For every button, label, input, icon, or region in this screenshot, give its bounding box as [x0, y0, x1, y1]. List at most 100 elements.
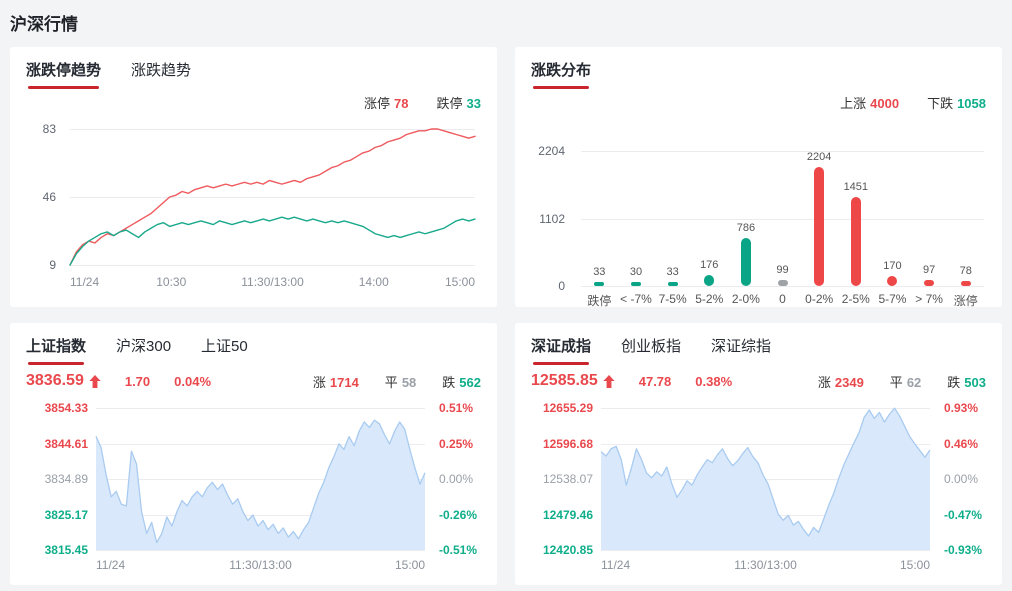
sse-change-pct: 0.04%: [174, 373, 212, 389]
sse-plot-area[interactable]: [96, 408, 425, 551]
tab-label: 涨跌趋势: [131, 62, 192, 79]
x-axis-labels: 11/24 11:30/13:00 15:00: [601, 558, 930, 572]
distribution-legend: 上涨 4000 下跌 1058: [531, 93, 986, 111]
stat-flat: 平 58: [384, 374, 417, 390]
bar-value-label: 33: [666, 266, 679, 278]
bar-value-label: 78: [959, 265, 972, 277]
sse-chart: 3854.33 3844.61 3834.89 3825.17 3815.45 …: [26, 401, 481, 574]
sse-area-series: [96, 408, 425, 550]
szse-tabs: 深证成指 创业板指 深证综指: [531, 335, 986, 365]
dist-bar[interactable]: 33: [581, 151, 618, 286]
active-tab-underline: [533, 362, 590, 365]
limit-trend-lines: [70, 129, 475, 265]
bar-category-label: < -7%: [620, 292, 652, 306]
panel-szse-index: 深证成指 创业板指 深证综指 12585.85 47.78 0.38: [515, 323, 1002, 585]
dist-bar[interactable]: 2204: [801, 151, 838, 286]
panel-title: 涨跌分布: [531, 62, 592, 79]
price-axis-labels: 3854.33 3844.61 3834.89 3825.17 3815.45: [44, 401, 88, 557]
szse-change-pct: 0.38%: [695, 373, 733, 389]
tab-csi300[interactable]: 沪深300: [116, 338, 172, 355]
bar: [960, 281, 971, 286]
szse-quote: 12585.85 47.78 0.38%: [531, 372, 732, 390]
bar-category-label: 0: [779, 292, 786, 306]
limit-down-count: 33: [466, 95, 481, 111]
sse-breadth-stats: 涨 1714 平 58 跌 562: [313, 372, 481, 391]
distribution-plot-area[interactable]: 33 30 33 176 786 99 2204 1451 170 97 78: [581, 151, 984, 287]
y-axis-labels: 2204 1102 0: [538, 144, 565, 293]
szse-area-series: [601, 408, 930, 550]
advancers-count: 4000: [870, 95, 900, 111]
bar-category-label: 跌停: [587, 294, 612, 308]
bar-value-label: 786: [736, 222, 756, 234]
bar-category-label: 7-5%: [658, 292, 687, 306]
stat-up: 涨 2349: [817, 374, 864, 390]
tab-updown-trend[interactable]: 涨跌趋势: [131, 59, 191, 89]
tab-szse-composite[interactable]: 深证综指: [711, 338, 772, 355]
sse-last-price: 3836.59: [26, 372, 101, 390]
bar: [850, 197, 861, 286]
distribution-title-row: 涨跌分布: [531, 59, 986, 89]
dist-bar[interactable]: 30: [618, 151, 655, 286]
szse-last-price: 12585.85: [531, 372, 615, 390]
dist-bar[interactable]: 33: [654, 151, 691, 286]
pct-axis-labels: 0.93% 0.46% 0.00% -0.47% -0.93%: [944, 401, 983, 557]
stat-flat: 平 62: [889, 374, 922, 390]
sse-tabs: 上证指数 沪深300 上证50: [26, 335, 481, 365]
dist-bar[interactable]: 99: [764, 151, 801, 286]
szse-chart: 12655.29 12596.68 12538.07 12479.46 1242…: [531, 401, 986, 574]
tab-szse-component[interactable]: 深证成指: [531, 335, 591, 365]
bar: [667, 282, 678, 286]
dist-bar[interactable]: 78: [947, 151, 984, 286]
limit-trend-plot-area[interactable]: [70, 129, 475, 266]
dist-bar[interactable]: 1451: [837, 151, 874, 286]
bar-category-label: 涨停: [953, 294, 978, 308]
szse-plot-area[interactable]: [601, 408, 930, 551]
bar-category-label: 2-0%: [731, 292, 760, 306]
szse-change: 47.78: [638, 373, 672, 389]
dist-bar[interactable]: 176: [691, 151, 728, 286]
active-tab-underline: [28, 86, 100, 89]
x-axis-labels: 11/24 10:30 11:30/13:00 14:00 15:00: [70, 275, 475, 289]
legend-decliners: 下跌 1058: [927, 95, 986, 111]
price-axis-labels: 12655.29 12596.68 12538.07 12479.46 1242…: [542, 401, 593, 557]
up-arrow-icon: [89, 374, 101, 388]
stat-down: 跌 562: [442, 374, 481, 390]
bar-value-label: 99: [776, 264, 789, 276]
bar-value-label: 33: [593, 266, 606, 278]
limit-trend-legend: 涨停 78 跌停 33: [26, 93, 481, 111]
panel-limit-trend: 涨跌停趋势 涨跌趋势 涨停 78 跌停 33 83 46 9: [10, 47, 497, 307]
panel-grid: 涨跌停趋势 涨跌趋势 涨停 78 跌停 33 83 46 9: [10, 47, 1002, 585]
szse-quote-row: 12585.85 47.78 0.38% 涨 2349 平 62 跌 503: [531, 370, 986, 392]
bar: [740, 238, 751, 286]
tab-sse50[interactable]: 上证50: [201, 338, 248, 355]
panel-sse-index: 上证指数 沪深300 上证50 3836.59 1.70 0.04%: [10, 323, 497, 585]
legend-advancers: 上涨 4000: [840, 95, 900, 111]
stat-down: 跌 503: [947, 374, 986, 390]
dist-bar[interactable]: 786: [728, 151, 765, 286]
bar: [777, 280, 788, 286]
dist-bar[interactable]: 97: [911, 151, 948, 286]
x-axis-labels: 11/24 11:30/13:00 15:00: [96, 558, 425, 572]
active-tab-underline: [28, 362, 85, 365]
tab-limit-updown-trend[interactable]: 涨跌停趋势: [26, 59, 101, 89]
page-title: 沪深行情: [10, 15, 78, 34]
bar: [630, 282, 641, 286]
bar-category-label: 2-5%: [841, 292, 870, 306]
bar: [887, 276, 898, 286]
bar-category-label: 0-2%: [805, 292, 834, 306]
limit-trend-chart: 83 46 9 11/24 10:30 11:30/13:00 14:00 15…: [26, 122, 481, 291]
bar-category-label: > 7%: [915, 292, 943, 306]
tab-chinext[interactable]: 创业板指: [621, 338, 682, 355]
bar: [924, 280, 935, 286]
panel-distribution: 涨跌分布 上涨 4000 下跌 1058 2204 1102 0 33 30 33 176…: [515, 47, 1002, 308]
bar: [594, 282, 605, 286]
tab-distribution[interactable]: 涨跌分布: [531, 59, 591, 89]
dist-bar[interactable]: 170: [874, 151, 911, 286]
up-arrow-icon: [603, 374, 615, 388]
sse-quote: 3836.59 1.70 0.04%: [26, 372, 211, 390]
tab-label: 涨跌停趋势: [26, 62, 102, 79]
sse-change: 1.70: [124, 373, 151, 389]
tab-sse-index[interactable]: 上证指数: [26, 335, 86, 365]
bar-value-label: 97: [922, 264, 936, 276]
